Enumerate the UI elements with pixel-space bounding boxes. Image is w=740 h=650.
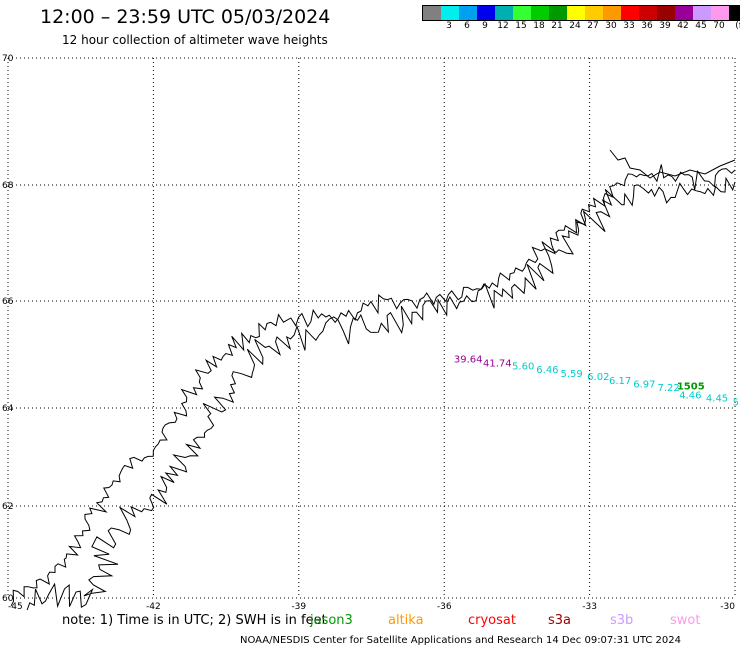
legend-swatch	[621, 6, 639, 20]
mission-label: s3b	[610, 613, 634, 628]
wave-height-label: 5.60	[512, 361, 534, 372]
legend-tick-label: 6	[464, 21, 470, 31]
legend-swatch	[675, 6, 693, 20]
wave-height-label: 6.97	[633, 380, 655, 391]
lon-tick-label: -42	[146, 602, 161, 612]
legend-swatch	[585, 6, 603, 20]
greenland-coastline	[10, 149, 736, 611]
wave-height-label: 6.17	[609, 376, 631, 387]
lon-tick-label: -36	[437, 602, 452, 612]
legend-tick-label: 15	[515, 21, 527, 31]
legend-swatch	[711, 6, 729, 20]
mission-label: swot	[670, 613, 701, 628]
wave-height-label: 5.59	[561, 369, 583, 380]
legend-swatch	[549, 6, 567, 20]
map-grid	[7, 57, 736, 599]
legend-tick-label: 27	[587, 21, 599, 31]
lat-tick-label: 64	[2, 404, 14, 414]
wave-height-label: 41.74	[483, 358, 512, 369]
legend-swatch	[693, 6, 711, 20]
lon-tick-label: -45	[8, 602, 23, 612]
legend-tick-label: 3	[446, 21, 452, 31]
page-subtitle: 12 hour collection of altimeter wave hei…	[62, 33, 328, 47]
lon-tick-label: -33	[582, 602, 597, 612]
legend-swatch	[513, 6, 531, 20]
legend-unit: (ft)	[735, 21, 740, 31]
map-axis-ticks: -45 -42 -39 -36 -33 -30 70 68 66 64 62 60	[2, 54, 735, 612]
wave-height-label: 4.45	[706, 394, 728, 405]
legend-swatch	[441, 6, 459, 20]
wave-height-label: 4.46	[679, 390, 701, 401]
wave-height-label: 7.22	[657, 383, 679, 394]
mission-label: altika	[388, 613, 424, 628]
legend-tick-label: 33	[623, 21, 635, 31]
legend-swatch	[567, 6, 585, 20]
legend-swatch	[657, 6, 675, 20]
legend-tick-label: 9	[482, 21, 488, 31]
color-scale-legend	[422, 5, 740, 21]
mission-label: jason3	[310, 613, 353, 628]
legend-tick-label: 30	[605, 21, 617, 31]
legend-swatch	[423, 6, 441, 20]
legend-swatch	[531, 6, 549, 20]
lat-tick-label: 66	[2, 297, 14, 307]
coastline-north	[609, 149, 736, 179]
legend-tick-label: 45	[695, 21, 707, 31]
legend-swatch	[495, 6, 513, 20]
legend-tick-label: 24	[569, 21, 581, 31]
wave-height-label: 6.02	[587, 372, 609, 383]
legend-swatch	[603, 6, 621, 20]
wave-height-label: 1505	[677, 381, 705, 392]
lat-tick-label: 70	[2, 54, 14, 64]
mission-label: cryosat	[468, 613, 516, 628]
wave-height-label: 39.64	[454, 355, 483, 366]
legend-tick-label: 18	[533, 21, 545, 31]
lat-tick-label: 62	[2, 502, 13, 512]
lat-tick-label: 68	[2, 181, 14, 191]
wave-height-labels: 39.64 41.74 5.60 6.46 5.59 6.02 6.17 6.97 7.2215…	[454, 355, 740, 409]
legend-tick-label: 12	[497, 21, 509, 31]
legend-tick-label: 42	[677, 21, 689, 31]
page-title: 12:00 – 23:59 UTC 05/03/2024	[40, 6, 331, 28]
wave-height-label: 5.64	[733, 397, 740, 408]
footnote: note: 1) Time is in UTC; 2) SWH is in fe…	[62, 613, 327, 628]
mission-label: s3a	[548, 613, 572, 628]
legend-swatch	[639, 6, 657, 20]
legend-tick-label: 36	[641, 21, 653, 31]
legend-tick-label: 39	[659, 21, 671, 31]
legend-tick-label: 21	[551, 21, 563, 31]
coastline-outer	[10, 164, 736, 607]
legend-swatch	[729, 6, 740, 20]
lon-tick-label: -39	[291, 602, 306, 612]
credit-line: NOAA/NESDIS Center for Satellite Applica…	[240, 635, 682, 646]
legend-swatch	[459, 6, 477, 20]
wave-height-label: 6.46	[536, 365, 558, 376]
coastline-fjords	[26, 176, 736, 611]
lon-tick-label: -30	[720, 602, 735, 612]
lat-tick-label: 60	[2, 594, 14, 604]
legend-tick-label: 70	[713, 21, 725, 31]
legend-swatch	[477, 6, 495, 20]
